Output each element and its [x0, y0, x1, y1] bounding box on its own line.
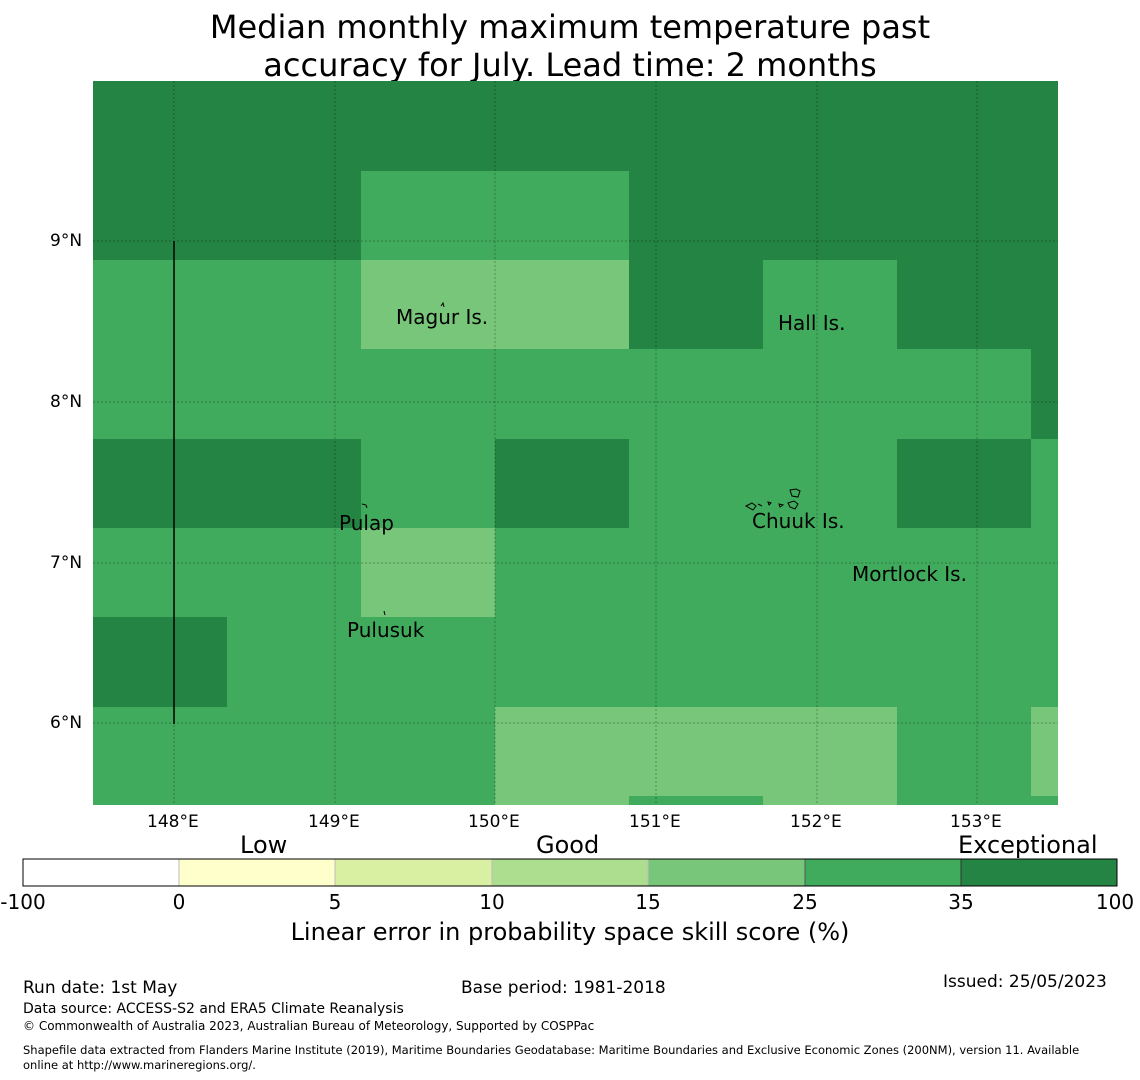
grid-cell	[495, 439, 629, 528]
graticule	[93, 81, 1058, 805]
grid-cell	[629, 171, 1058, 260]
lat-tick-label: 6°N	[50, 713, 83, 733]
lat-tick-label: 9°N	[50, 231, 83, 251]
grid-cell	[361, 171, 629, 260]
title-line-2: accuracy for July. Lead time: 2 months	[263, 46, 877, 84]
grid-cell	[1031, 796, 1058, 805]
grid-cell	[897, 707, 1031, 805]
grid-cell	[629, 260, 763, 349]
grid-cell	[495, 707, 897, 805]
colorbar-tick-label: -100	[0, 890, 46, 914]
lat-tick-label: 7°N	[50, 553, 83, 573]
colorbar-tick-label: 10	[479, 890, 505, 914]
colorbar-tick-label: 0	[172, 890, 186, 914]
grid-cell	[93, 439, 361, 528]
run-date: Run date: 1st May	[23, 978, 178, 998]
colorbar-swatch	[960, 858, 1118, 887]
grid-cell	[629, 439, 897, 528]
colorbar-swatch	[334, 858, 493, 887]
pulusuk-outline	[383, 610, 386, 616]
island-label-magur: Magur Is.	[396, 305, 489, 329]
colorbar-swatch	[804, 858, 962, 887]
grid-cell	[1031, 349, 1058, 439]
grid-cell	[495, 528, 1058, 617]
lon-tick-label: 152°E	[790, 812, 842, 832]
colorbar-swatch	[647, 858, 806, 887]
colorbar-tick-label: 100	[1095, 890, 1135, 914]
colorbar-tick-label: 5	[328, 890, 342, 914]
lon-tick-label: 148°E	[147, 812, 199, 832]
copyright: © Commonwealth of Australia 2023, Austra…	[23, 1019, 595, 1033]
colorbar-swatch	[22, 858, 180, 887]
lon-tick-label: 150°E	[468, 812, 520, 832]
grid-cell	[93, 617, 227, 707]
issued-date: Issued: 25/05/2023	[943, 972, 1107, 992]
island-label-pulusuk: Pulusuk	[347, 618, 425, 642]
island-label-chuuk: Chuuk Is.	[752, 509, 845, 533]
grid-cell	[1031, 439, 1058, 528]
chuuk-outline	[744, 488, 801, 511]
skill-grid	[93, 81, 1058, 805]
grid-cell	[361, 528, 495, 617]
colorbar	[22, 858, 1118, 887]
island-label-hall: Hall Is.	[778, 311, 846, 335]
lon-tick-label: 149°E	[308, 812, 360, 832]
colorbar-category-exceptional: Exceptional	[958, 831, 1098, 859]
shapefile-credit-line-2: online at http://www.marineregions.org/.	[23, 1058, 256, 1072]
grid-cell	[93, 349, 1031, 439]
grid-cell	[93, 528, 361, 617]
island-label-pulap: Pulap	[339, 511, 394, 535]
pulap-outline	[361, 503, 368, 509]
shapefile-credit-line-1: Shapefile data extracted from Flanders M…	[23, 1043, 1080, 1057]
grid-cell	[93, 260, 361, 349]
grid-cell	[897, 439, 1031, 528]
grid-cell	[763, 260, 897, 349]
colorbar-swatch	[491, 858, 649, 887]
magur-outline	[440, 301, 445, 308]
grid-cell	[93, 81, 1058, 171]
colorbar-swatch	[178, 858, 336, 887]
grid-cell	[1031, 707, 1058, 796]
grid-cell	[361, 439, 495, 528]
colorbar-tick-label: 15	[635, 890, 661, 914]
grid-cell	[227, 617, 1058, 707]
lon-tick-label: 153°E	[950, 812, 1002, 832]
grid-cell	[897, 260, 1058, 349]
island-outlines	[361, 301, 801, 616]
colorbar-category-low: Low	[240, 831, 288, 859]
grid-cell	[629, 796, 763, 805]
grid-cell	[361, 260, 629, 349]
grid-cell	[93, 171, 361, 260]
grid-cell	[93, 707, 495, 805]
title-line-1: Median monthly maximum temperature past	[209, 8, 931, 46]
colorbar-title: Linear error in probability space skill …	[290, 918, 850, 946]
colorbar-tick-label: 25	[792, 890, 818, 914]
colorbar-category-good: Good	[536, 831, 600, 859]
colorbar-frame	[22, 858, 1118, 887]
base-period: Base period: 1981-2018	[461, 978, 666, 998]
lat-tick-label: 8°N	[50, 392, 83, 412]
colorbar-tick-label: 35	[948, 890, 974, 914]
island-label-mortlock: Mortlock Is.	[852, 562, 967, 586]
page-title: Median monthly maximum temperature past …	[0, 8, 1140, 84]
lon-tick-label: 151°E	[629, 812, 681, 832]
data-source: Data source: ACCESS-S2 and ERA5 Climate …	[23, 1001, 404, 1017]
